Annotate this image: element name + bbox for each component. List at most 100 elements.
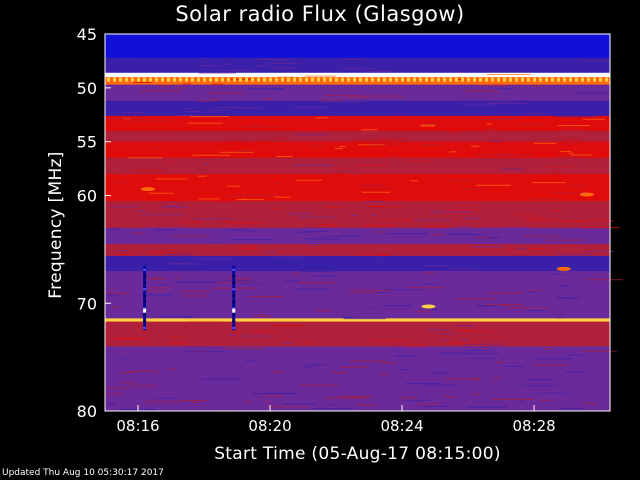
burst-segment xyxy=(143,288,147,291)
dotted-row-mark xyxy=(119,77,122,82)
texture-streak xyxy=(277,81,291,83)
texture-streak xyxy=(333,173,343,175)
texture-streak xyxy=(193,218,232,220)
texture-streak xyxy=(405,160,432,162)
texture-streak xyxy=(236,198,265,200)
texture-streak xyxy=(305,364,326,366)
texture-streak xyxy=(380,254,390,256)
texture-streak xyxy=(174,268,206,270)
dotted-row-mark xyxy=(581,77,584,82)
texture-streak xyxy=(415,219,451,221)
texture-streak xyxy=(223,63,233,65)
dotted-row-mark xyxy=(569,77,572,82)
texture-streak xyxy=(533,364,567,366)
texture-streak xyxy=(309,244,319,246)
texture-streak xyxy=(351,289,391,291)
texture-streak xyxy=(211,99,221,101)
texture-streak xyxy=(536,358,573,360)
texture-streak xyxy=(399,369,410,371)
texture-streak xyxy=(489,141,501,143)
texture-streak xyxy=(257,58,290,60)
dotted-row-mark xyxy=(419,77,422,82)
texture-streak xyxy=(110,206,138,208)
texture-streak xyxy=(528,219,556,221)
texture-streak xyxy=(249,108,279,110)
texture-streak xyxy=(264,392,297,394)
texture-streak xyxy=(339,366,367,368)
texture-streak xyxy=(358,144,385,146)
texture-streak xyxy=(292,164,333,166)
texture-streak xyxy=(531,182,566,184)
texture-streak xyxy=(239,126,282,128)
texture-streak xyxy=(495,154,532,156)
dotted-row-mark xyxy=(365,77,368,82)
texture-streak xyxy=(355,253,390,255)
texture-streak xyxy=(421,124,436,126)
event-3 xyxy=(140,187,155,192)
dotted-row-mark xyxy=(359,77,362,82)
dotted-row-mark xyxy=(347,77,350,82)
texture-streak xyxy=(274,182,282,184)
dotted-row-mark xyxy=(131,77,134,82)
burst-segment xyxy=(143,307,147,310)
texture-streak xyxy=(420,405,450,407)
texture-streak xyxy=(552,273,564,275)
dotted-row-mark xyxy=(515,77,518,82)
texture-streak xyxy=(416,403,440,405)
band-0 xyxy=(105,34,610,59)
texture-streak xyxy=(529,198,563,200)
texture-streak xyxy=(532,85,540,87)
event-1 xyxy=(421,304,436,309)
texture-streak xyxy=(579,227,621,229)
dotted-row-mark xyxy=(161,77,164,82)
texture-streak xyxy=(400,82,440,84)
texture-streak xyxy=(320,235,360,237)
dotted-row-mark xyxy=(491,77,494,82)
dotted-row-mark xyxy=(317,77,320,82)
texture-streak xyxy=(420,144,441,146)
texture-streak xyxy=(362,191,391,193)
texture-streak xyxy=(116,249,127,251)
band-4 xyxy=(105,84,610,102)
y-tick-label: 80 xyxy=(77,402,97,421)
texture-streak xyxy=(240,335,271,337)
texture-streak xyxy=(382,289,424,291)
texture-streak xyxy=(430,211,473,213)
texture-streak xyxy=(571,92,611,94)
texture-streak xyxy=(219,280,255,282)
event-2 xyxy=(579,192,594,197)
texture-streak xyxy=(192,105,229,107)
burst-segment xyxy=(143,314,147,317)
texture-streak xyxy=(105,393,123,395)
texture-streak xyxy=(465,90,499,92)
texture-streak xyxy=(269,65,280,67)
texture-streak xyxy=(565,143,579,145)
texture-streak xyxy=(112,306,122,308)
dotted-row-mark xyxy=(323,77,326,82)
dotted-row-mark xyxy=(527,77,530,82)
texture-streak xyxy=(524,112,547,114)
texture-streak xyxy=(226,185,241,187)
texture-streak xyxy=(485,237,495,239)
dotted-row-mark xyxy=(239,77,242,82)
burst-segment xyxy=(143,326,147,329)
texture-streak xyxy=(145,227,186,229)
band-8 xyxy=(105,141,610,159)
texture-streak xyxy=(155,397,180,399)
burst-segment xyxy=(143,281,147,284)
texture-streak xyxy=(179,67,213,69)
y-tick-label: 45 xyxy=(77,25,97,44)
texture-streak xyxy=(238,282,261,284)
band-14 xyxy=(105,255,610,272)
dotted-row-mark xyxy=(521,77,524,82)
texture-streak xyxy=(240,247,259,249)
texture-streak xyxy=(582,402,597,404)
texture-streak xyxy=(182,316,193,318)
x-axis: 08:16 08:20 08:24 08:28 xyxy=(116,405,556,435)
band-10 xyxy=(105,174,610,202)
dotted-row-mark xyxy=(305,77,308,82)
texture-streak xyxy=(542,348,553,350)
dotted-row-mark xyxy=(461,77,464,82)
texture-streak xyxy=(184,107,193,109)
texture-streak xyxy=(217,281,254,283)
